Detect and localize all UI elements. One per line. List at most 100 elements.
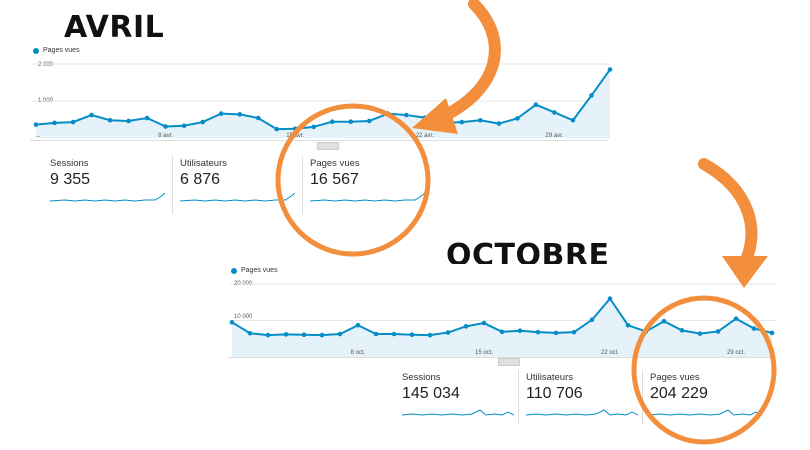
april-data-point[interactable] — [329, 119, 335, 125]
april-legend: Pages vues — [33, 47, 80, 54]
april-data-point[interactable] — [274, 126, 280, 132]
metric-label: Pages vues — [650, 372, 700, 383]
october-data-point[interactable] — [697, 331, 703, 336]
october-line-chart — [229, 283, 776, 357]
legend-dot-icon — [33, 47, 39, 54]
october-data-point[interactable] — [445, 330, 451, 335]
october-x-tick: 8 oct. — [350, 350, 366, 356]
october-data-point[interactable] — [319, 332, 325, 338]
april-data-point[interactable] — [385, 111, 391, 116]
metric-separator — [642, 370, 643, 424]
october-data-point[interactable] — [391, 331, 397, 337]
october-chart-toggle[interactable] — [498, 358, 520, 366]
april-data-point[interactable] — [607, 67, 613, 72]
metric-value: 6 876 — [180, 171, 221, 188]
october-data-point[interactable] — [265, 332, 271, 338]
april-data-point[interactable] — [163, 124, 168, 129]
october-data-point[interactable] — [733, 316, 739, 321]
october-metric-sessions[interactable]: Sessions 145 034 — [402, 372, 514, 419]
october-data-point[interactable] — [769, 330, 775, 336]
october-data-point[interactable] — [607, 296, 613, 301]
october-metric-users[interactable]: Utilisateurs 110 706 — [526, 372, 638, 419]
legend-dot-icon — [231, 267, 237, 274]
october-data-point[interactable] — [571, 329, 577, 335]
october-data-point[interactable] — [715, 329, 721, 334]
october-data-point[interactable] — [517, 328, 523, 334]
april-x-tick: 8 avr. — [158, 133, 173, 139]
sparkline-icon — [402, 409, 514, 416]
april-data-point[interactable] — [459, 119, 465, 125]
april-data-point[interactable] — [496, 121, 502, 126]
october-data-point[interactable] — [373, 331, 379, 337]
october-data-point[interactable] — [229, 320, 235, 325]
october-metric-pageviews[interactable]: Pages vues 204 229 — [650, 372, 762, 419]
october-data-point[interactable] — [751, 326, 757, 331]
metric-value: 110 706 — [526, 385, 583, 402]
april-line-chart — [32, 63, 613, 138]
april-divider — [30, 140, 608, 141]
october-chart-panel: Pages vues 20 000 10 000 Sessions 145 03… — [228, 264, 776, 424]
october-data-point[interactable] — [481, 320, 487, 326]
april-metric-users[interactable]: Utilisateurs 6 876 — [180, 158, 295, 205]
april-data-point[interactable] — [89, 112, 94, 118]
october-data-point[interactable] — [589, 317, 595, 323]
april-chart-toggle[interactable] — [317, 142, 339, 150]
metric-value: 9 355 — [50, 171, 91, 188]
april-data-point[interactable] — [70, 119, 76, 125]
october-data-point[interactable] — [283, 332, 289, 337]
april-data-point[interactable] — [570, 117, 576, 123]
april-data-point[interactable] — [348, 119, 354, 125]
april-data-point[interactable] — [200, 119, 205, 125]
october-data-point[interactable] — [337, 331, 343, 337]
metric-label: Sessions — [50, 158, 89, 169]
october-data-point[interactable] — [463, 324, 469, 329]
april-data-point[interactable] — [144, 115, 150, 121]
april-area — [36, 69, 610, 138]
april-data-point[interactable] — [52, 120, 57, 126]
april-data-point[interactable] — [255, 115, 261, 121]
april-data-point[interactable] — [292, 126, 298, 132]
april-metric-sessions[interactable]: Sessions 9 355 — [50, 158, 165, 205]
october-x-tick: 15 oct. — [474, 350, 494, 356]
october-data-point[interactable] — [427, 332, 433, 338]
april-data-point[interactable] — [107, 117, 113, 123]
april-data-point[interactable] — [422, 115, 428, 120]
april-data-point[interactable] — [515, 116, 520, 121]
april-metric-pageviews[interactable]: Pages vues 16 567 — [310, 158, 425, 205]
april-data-point[interactable] — [441, 120, 446, 126]
october-data-point[interactable] — [661, 318, 667, 324]
october-data-point[interactable] — [625, 322, 631, 328]
april-data-point[interactable] — [366, 118, 372, 124]
october-data-point[interactable] — [409, 332, 415, 338]
october-data-point[interactable] — [535, 329, 541, 335]
october-legend-label: Pages vues — [241, 267, 278, 274]
october-data-point[interactable] — [247, 330, 253, 336]
october-area — [232, 298, 772, 357]
april-data-point[interactable] — [311, 124, 317, 130]
april-data-point[interactable] — [533, 102, 539, 107]
sparkline-icon — [310, 192, 425, 202]
october-data-point[interactable] — [553, 330, 559, 336]
october-data-point[interactable] — [355, 322, 361, 328]
october-data-point[interactable] — [679, 328, 685, 333]
october-legend: Pages vues — [231, 267, 278, 274]
april-data-point[interactable] — [237, 112, 242, 117]
october-data-point[interactable] — [643, 329, 649, 334]
october-data-point[interactable] — [301, 332, 307, 338]
april-data-point[interactable] — [33, 122, 39, 127]
april-x-start: ... — [35, 133, 41, 139]
april-data-point[interactable] — [126, 118, 131, 124]
metric-separator — [302, 156, 303, 214]
metric-label: Pages vues — [310, 158, 360, 169]
sparkline-icon — [650, 409, 762, 416]
october-data-point[interactable] — [499, 329, 505, 335]
april-data-point[interactable] — [478, 117, 483, 123]
april-data-point[interactable] — [218, 111, 224, 116]
april-data-point[interactable] — [181, 123, 187, 129]
april-data-point[interactable] — [404, 112, 409, 118]
metric-value: 204 229 — [650, 385, 708, 402]
april-heading: AVRIL — [64, 10, 165, 45]
april-chart-panel: Pages vues 2 000 1 000 ... Sessions 9 35… — [30, 44, 613, 214]
april-data-point[interactable] — [552, 110, 557, 115]
april-data-point[interactable] — [589, 93, 594, 98]
